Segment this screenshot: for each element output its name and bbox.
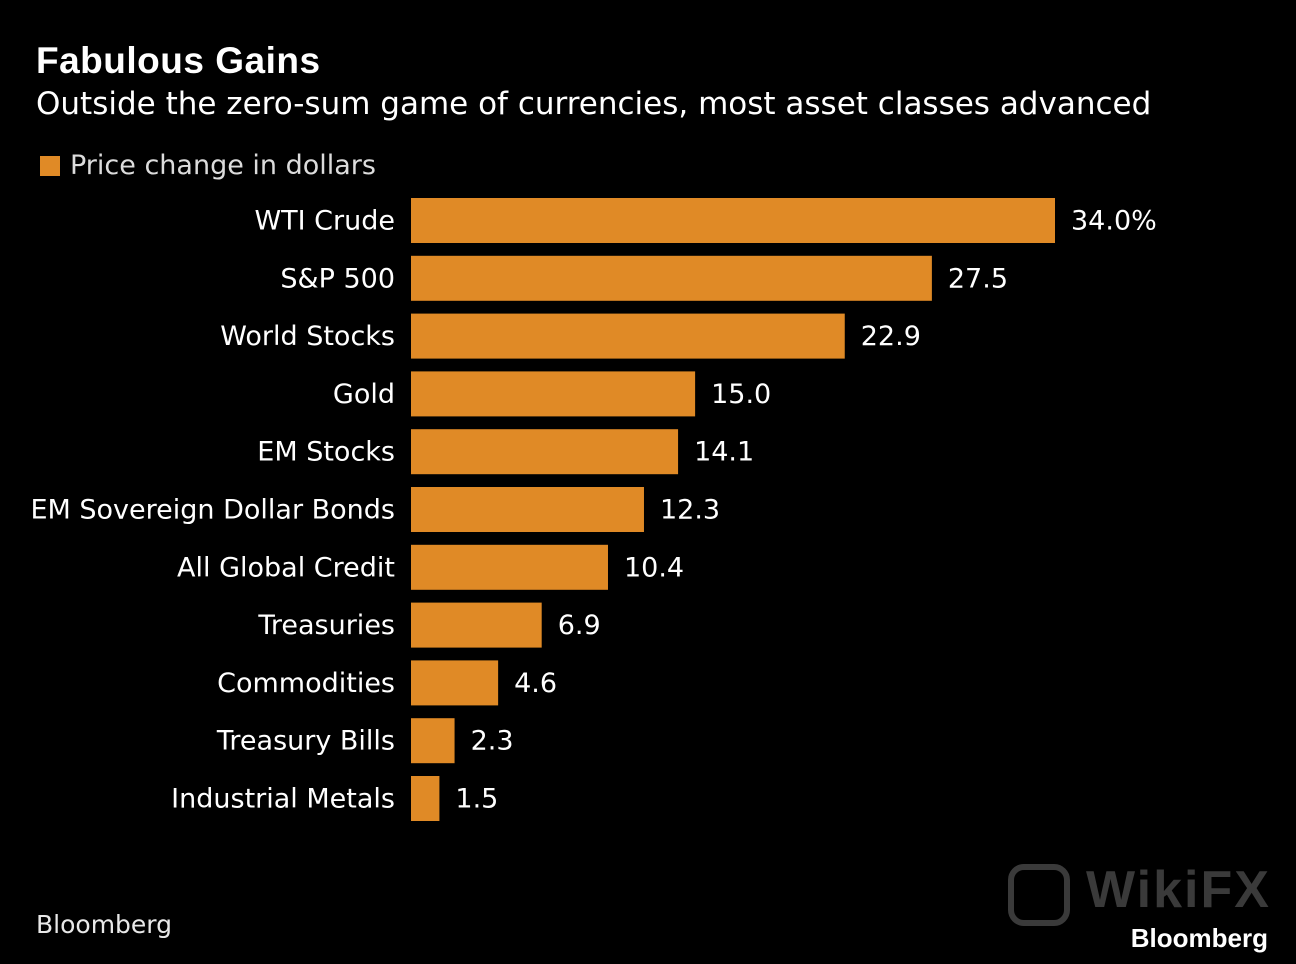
legend-label: Price change in dollars: [70, 150, 376, 181]
bar: [411, 776, 440, 821]
bar: [411, 371, 696, 417]
category-label: All Global Credit: [177, 552, 395, 583]
legend-swatch: [40, 155, 60, 176]
value-label: 14.1: [694, 437, 754, 468]
bar: [411, 313, 845, 359]
value-label: 4.6: [514, 668, 557, 699]
bar: [411, 602, 542, 648]
value-label: 1.5: [455, 784, 498, 815]
watermark: WikiFX Bloomberg: [1008, 861, 1269, 954]
category-label: World Stocks: [220, 321, 395, 352]
bar: [411, 544, 608, 590]
bar: [411, 198, 1055, 243]
category-label: Commodities: [217, 668, 395, 699]
value-label: 2.3: [471, 726, 514, 757]
value-label: 10.4: [624, 552, 684, 583]
bar: [411, 660, 499, 706]
bar: [411, 429, 679, 475]
category-label: Industrial Metals: [171, 784, 395, 815]
bar: [411, 487, 644, 532]
value-label: 15.0: [711, 379, 771, 410]
wikifx-logo-icon: [1008, 864, 1070, 926]
bar: [411, 718, 455, 764]
category-label: Treasuries: [257, 610, 395, 641]
value-label: 27.5: [948, 263, 1008, 294]
category-label: S&P 500: [280, 263, 395, 294]
watermark-brand: Bloomberg: [1130, 923, 1268, 953]
value-label: 6.9: [558, 610, 601, 641]
chart-subtitle: Outside the zero-sum game of currencies,…: [36, 86, 1152, 122]
source-label: Bloomberg: [36, 910, 172, 939]
legend: Price change in dollars: [40, 150, 376, 181]
category-label: EM Sovereign Dollar Bonds: [30, 495, 395, 526]
bar: [411, 255, 932, 301]
value-label: 22.9: [861, 321, 921, 352]
value-label: 34.0%: [1071, 206, 1157, 237]
category-label: Treasury Bills: [216, 726, 395, 757]
chart-title: Fabulous Gains: [36, 40, 321, 81]
category-label: WTI Crude: [254, 206, 395, 237]
watermark-text: WikiFX: [1086, 861, 1271, 919]
category-label: EM Stocks: [257, 437, 395, 468]
category-label: Gold: [333, 379, 395, 410]
value-label: 12.3: [660, 495, 720, 526]
